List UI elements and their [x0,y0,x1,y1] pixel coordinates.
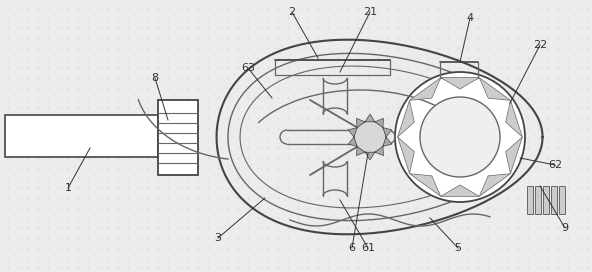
Polygon shape [506,137,522,174]
Polygon shape [365,152,375,160]
Text: 8: 8 [152,73,159,83]
Bar [543,186,549,214]
Polygon shape [383,137,392,146]
Circle shape [395,72,525,202]
Text: 1: 1 [65,183,72,193]
Text: 61: 61 [361,243,375,253]
Text: 63: 63 [241,63,255,73]
Polygon shape [398,100,414,137]
Text: 21: 21 [363,7,377,17]
Polygon shape [356,118,365,128]
Text: 6: 6 [349,243,356,253]
Polygon shape [480,174,510,196]
Bar [551,186,557,214]
Polygon shape [410,174,440,196]
Bar [158,100,198,175]
Polygon shape [440,78,480,89]
Polygon shape [480,78,510,100]
Polygon shape [398,137,414,174]
Polygon shape [375,146,384,156]
Text: 9: 9 [561,223,568,233]
Polygon shape [348,137,357,146]
Polygon shape [440,185,480,196]
Bar [527,186,533,214]
Bar [535,186,541,214]
Circle shape [354,121,386,153]
Bar [5,115,158,157]
Bar [559,186,565,214]
Polygon shape [348,128,357,137]
Polygon shape [506,100,522,137]
Polygon shape [383,128,392,137]
Polygon shape [375,118,384,128]
Polygon shape [365,114,375,122]
Text: 2: 2 [288,7,295,17]
Circle shape [420,97,500,177]
Polygon shape [356,146,365,156]
Text: 62: 62 [548,160,562,170]
Text: 5: 5 [455,243,462,253]
Polygon shape [410,78,440,100]
Text: 4: 4 [466,13,474,23]
Text: 3: 3 [214,233,221,243]
Text: 22: 22 [533,40,547,50]
